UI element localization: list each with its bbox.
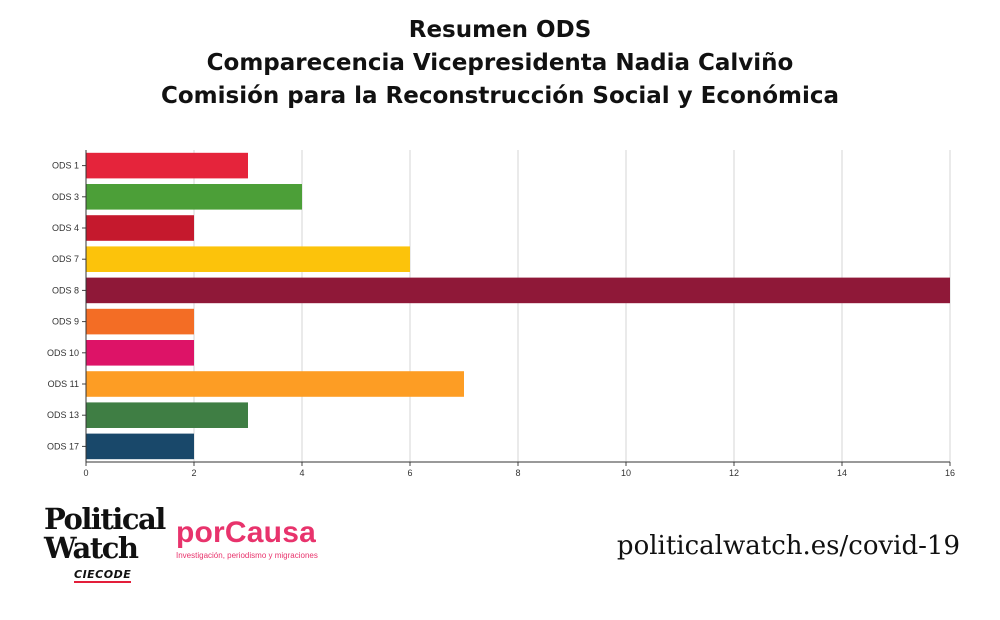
bar xyxy=(86,277,950,304)
political-watch-logo-line2: Watch xyxy=(44,531,139,565)
title-line-2: Comparecencia Vicepresidenta Nadia Calvi… xyxy=(206,50,794,76)
category-label: ODS 13 xyxy=(47,410,79,420)
bar xyxy=(86,308,194,335)
footer: Political Watch CIECODE porCausa Investi… xyxy=(0,495,1000,605)
site-url: politicalwatch.es/covid-19 xyxy=(616,531,960,561)
bar xyxy=(86,371,464,397)
category-label: ODS 8 xyxy=(52,285,79,295)
category-label: ODS 7 xyxy=(52,254,79,264)
bar xyxy=(86,402,248,428)
chart-title: Resumen ODS Comparecencia Vicepresidenta… xyxy=(0,14,1000,113)
political-watch-logo: Political Watch CIECODE xyxy=(44,502,166,583)
category-label: ODS 11 xyxy=(48,379,79,389)
bar xyxy=(86,152,248,179)
x-tick-label: 16 xyxy=(945,468,955,478)
category-label: ODS 1 xyxy=(52,161,79,171)
porcausa-tagline: Investigación, periodismo y migraciones xyxy=(176,551,318,560)
x-tick-label: 6 xyxy=(407,468,412,478)
bar xyxy=(86,215,194,241)
category-label: ODS 17 xyxy=(47,441,79,451)
ciecode-label: CIECODE xyxy=(74,568,132,583)
bar xyxy=(86,184,302,210)
category-label: ODS 9 xyxy=(52,317,79,327)
x-tick-label: 2 xyxy=(191,468,196,478)
bar xyxy=(86,433,194,460)
category-label: ODS 4 xyxy=(52,223,79,233)
bar-chart: 0 2 4 6 8 10 12 14 16 ODS 1 ODS 3 ODS 4 ODS 7 ODS 8 OD… xyxy=(47,150,955,478)
porcausa-name: porCausa xyxy=(176,516,316,549)
title-line-1: Resumen ODS xyxy=(408,17,592,43)
x-tick-label: 14 xyxy=(837,468,847,478)
bar xyxy=(86,340,194,366)
x-tick-label: 4 xyxy=(299,468,304,478)
x-tick-label: 10 xyxy=(621,468,631,478)
x-tick-label: 8 xyxy=(515,468,520,478)
political-watch-logo-line1: Political xyxy=(44,502,166,536)
x-tick-label: 0 xyxy=(83,468,88,478)
x-tick-label: 12 xyxy=(729,468,739,478)
porcausa-logo: porCausa Investigación, periodismo y mig… xyxy=(176,517,318,561)
category-label: ODS 10 xyxy=(47,348,79,358)
category-label: ODS 3 xyxy=(52,192,79,202)
bar xyxy=(86,246,410,272)
title-line-3: Comisión para la Reconstrucción Social y… xyxy=(160,83,840,109)
